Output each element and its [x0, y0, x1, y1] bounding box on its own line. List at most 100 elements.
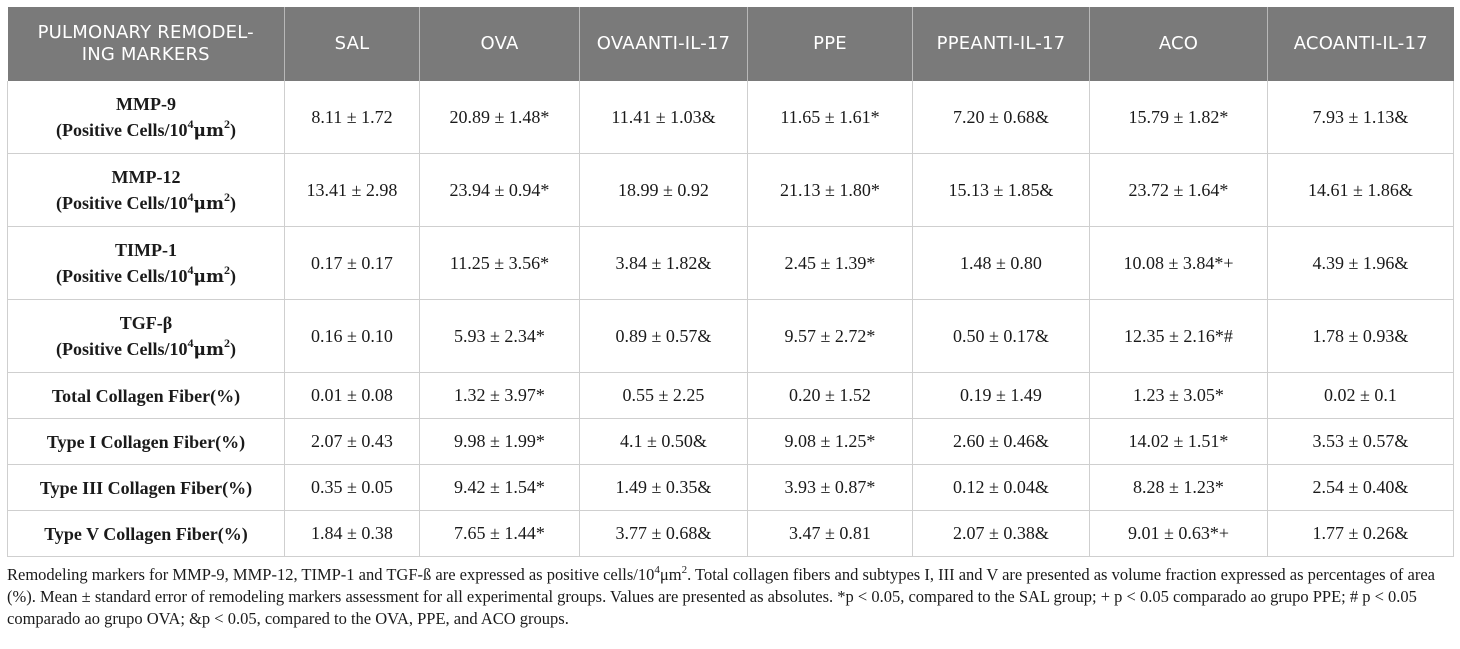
- marker-name: MMP-9: [116, 93, 176, 114]
- column-header: PULMONARY REMODEL-ING MARKERS: [7, 7, 285, 81]
- value-cell: 4.1 ± 0.50&: [579, 418, 748, 465]
- marker-unit: (Positive Cells/104μm2): [56, 189, 236, 214]
- table-footnote: Remodeling markers for MMP-9, MMP-12, TI…: [7, 564, 1453, 630]
- value-cell: 9.01 ± 0.63*+: [1089, 510, 1268, 557]
- value-cell: 0.50 ± 0.17&: [912, 299, 1090, 373]
- value-cell: 0.16 ± 0.10: [284, 299, 420, 373]
- column-header: OVA: [419, 7, 580, 81]
- value-cell: 5.93 ± 2.34*: [419, 299, 580, 373]
- value-cell: 7.93 ± 1.13&: [1267, 81, 1454, 154]
- marker-unit: (Positive Cells/104μm2): [56, 262, 236, 287]
- marker-cell: Type I Collagen Fiber(%): [7, 418, 285, 465]
- value-cell: 3.77 ± 0.68&: [579, 510, 748, 557]
- marker-name: Type I Collagen Fiber(%): [46, 431, 246, 452]
- table-row: TGF-β (Positive Cells/104μm2) 0.16 ± 0.10 5…: [7, 299, 1454, 373]
- table-row: Type V Collagen Fiber(%) 1.84 ± 0.38 7.65 …: [7, 510, 1454, 557]
- value-cell: 14.02 ± 1.51*: [1089, 418, 1268, 465]
- value-cell: 0.01 ± 0.08: [284, 372, 420, 419]
- value-cell: 2.45 ± 1.39*: [747, 226, 913, 300]
- marker-name: Type V Collagen Fiber(%): [44, 523, 248, 544]
- column-header: ACO: [1089, 7, 1268, 81]
- marker-name: TGF-β: [119, 312, 173, 333]
- footnote-unit: μm: [659, 565, 682, 584]
- footnote-exponent: 4: [654, 563, 660, 576]
- footnote-square: 2: [681, 563, 688, 576]
- marker-unit: (Positive Cells/104μm2): [56, 116, 236, 141]
- column-header: PPEANTI-IL-17: [912, 7, 1090, 81]
- value-cell: 0.19 ± 1.49: [912, 372, 1090, 419]
- marker-cell: Type III Collagen Fiber(%): [7, 464, 285, 511]
- value-cell: 12.35 ± 2.16*#: [1089, 299, 1268, 373]
- table-row: MMP-12 (Positive Cells/104μm2) 13.41 ± 2.9…: [7, 153, 1454, 227]
- marker-cell: TIMP-1 (Positive Cells/104μm2): [7, 226, 285, 300]
- value-cell: 2.54 ± 0.40&: [1267, 464, 1454, 511]
- value-cell: 1.78 ± 0.93&: [1267, 299, 1454, 373]
- value-cell: 23.94 ± 0.94*: [419, 153, 580, 227]
- value-cell: 0.89 ± 0.57&: [579, 299, 748, 373]
- value-cell: 1.23 ± 3.05*: [1089, 372, 1268, 419]
- marker-name: TIMP-1: [115, 239, 177, 260]
- value-cell: 13.41 ± 2.98: [284, 153, 420, 227]
- value-cell: 0.55 ± 2.25: [579, 372, 748, 419]
- value-cell: 7.20 ± 0.68&: [912, 81, 1090, 154]
- column-header: SAL: [284, 7, 420, 81]
- value-cell: 9.57 ± 2.72*: [747, 299, 913, 373]
- table-row: Total Collagen Fiber(%) 0.01 ± 0.08 1.32 ±…: [7, 372, 1454, 419]
- value-cell: 8.11 ± 1.72: [284, 81, 420, 154]
- table-header-row: PULMONARY REMODEL-ING MARKERS SAL OVA OV…: [7, 7, 1454, 81]
- value-cell: 3.84 ± 1.82&: [579, 226, 748, 300]
- footnote-text: . Total collagen fibers and subtypes I, …: [7, 565, 1436, 628]
- table-row: Type III Collagen Fiber(%) 0.35 ± 0.05 9.4…: [7, 464, 1454, 511]
- marker-cell: Total Collagen Fiber(%): [7, 372, 285, 419]
- value-cell: 0.12 ± 0.04&: [912, 464, 1090, 511]
- table-row: TIMP-1 (Positive Cells/104μm2) 0.17 ± 0.17…: [7, 226, 1454, 300]
- value-cell: 2.07 ± 0.38&: [912, 510, 1090, 557]
- marker-name: Total Collagen Fiber(%): [51, 385, 241, 406]
- value-cell: 0.35 ± 0.05: [284, 464, 420, 511]
- value-cell: 3.93 ± 0.87*: [747, 464, 913, 511]
- value-cell: 2.60 ± 0.46&: [912, 418, 1090, 465]
- value-cell: 0.17 ± 0.17: [284, 226, 420, 300]
- marker-cell: MMP-9 (Positive Cells/104μm2): [7, 81, 285, 154]
- value-cell: 18.99 ± 0.92: [579, 153, 748, 227]
- remodeling-markers-table: PULMONARY REMODEL-ING MARKERS SAL OVA OV…: [7, 7, 1454, 557]
- table-row: Type I Collagen Fiber(%) 2.07 ± 0.43 9.98 …: [7, 418, 1454, 465]
- marker-name: Type III Collagen Fiber(%): [39, 477, 253, 498]
- value-cell: 23.72 ± 1.64*: [1089, 153, 1268, 227]
- column-header: ACOANTI-IL-17: [1267, 7, 1454, 81]
- value-cell: 2.07 ± 0.43: [284, 418, 420, 465]
- value-cell: 1.84 ± 0.38: [284, 510, 420, 557]
- value-cell: 11.25 ± 3.56*: [419, 226, 580, 300]
- value-cell: 3.53 ± 0.57&: [1267, 418, 1454, 465]
- value-cell: 1.49 ± 0.35&: [579, 464, 748, 511]
- marker-cell: MMP-12 (Positive Cells/104μm2): [7, 153, 285, 227]
- column-header: OVAANTI-IL-17: [579, 7, 748, 81]
- value-cell: 14.61 ± 1.86&: [1267, 153, 1454, 227]
- marker-cell: Type V Collagen Fiber(%): [7, 510, 285, 557]
- value-cell: 10.08 ± 3.84*+: [1089, 226, 1268, 300]
- value-cell: 3.47 ± 0.81: [747, 510, 913, 557]
- table-body: MMP-9 (Positive Cells/104μm2) 8.11 ± 1.72 2…: [7, 81, 1454, 557]
- value-cell: 1.77 ± 0.26&: [1267, 510, 1454, 557]
- value-cell: 21.13 ± 1.80*: [747, 153, 913, 227]
- table-row: MMP-9 (Positive Cells/104μm2) 8.11 ± 1.72 2…: [7, 81, 1454, 154]
- value-cell: 8.28 ± 1.23*: [1089, 464, 1268, 511]
- value-cell: 9.98 ± 1.99*: [419, 418, 580, 465]
- value-cell: 11.65 ± 1.61*: [747, 81, 913, 154]
- table-figure: PULMONARY REMODEL-ING MARKERS SAL OVA OV…: [7, 7, 1454, 630]
- footnote-text: Remodeling markers for MMP-9, MMP-12, TI…: [7, 565, 655, 584]
- marker-unit: (Positive Cells/104μm2): [56, 335, 236, 360]
- value-cell: 1.32 ± 3.97*: [419, 372, 580, 419]
- value-cell: 1.48 ± 0.80: [912, 226, 1090, 300]
- value-cell: 0.20 ± 1.52: [747, 372, 913, 419]
- value-cell: 11.41 ± 1.03&: [579, 81, 748, 154]
- column-header: PPE: [747, 7, 913, 81]
- value-cell: 9.08 ± 1.25*: [747, 418, 913, 465]
- value-cell: 15.79 ± 1.82*: [1089, 81, 1268, 154]
- value-cell: 4.39 ± 1.96&: [1267, 226, 1454, 300]
- marker-name: MMP-12: [111, 166, 181, 187]
- value-cell: 9.42 ± 1.54*: [419, 464, 580, 511]
- marker-cell: TGF-β (Positive Cells/104μm2): [7, 299, 285, 373]
- value-cell: 7.65 ± 1.44*: [419, 510, 580, 557]
- value-cell: 20.89 ± 1.48*: [419, 81, 580, 154]
